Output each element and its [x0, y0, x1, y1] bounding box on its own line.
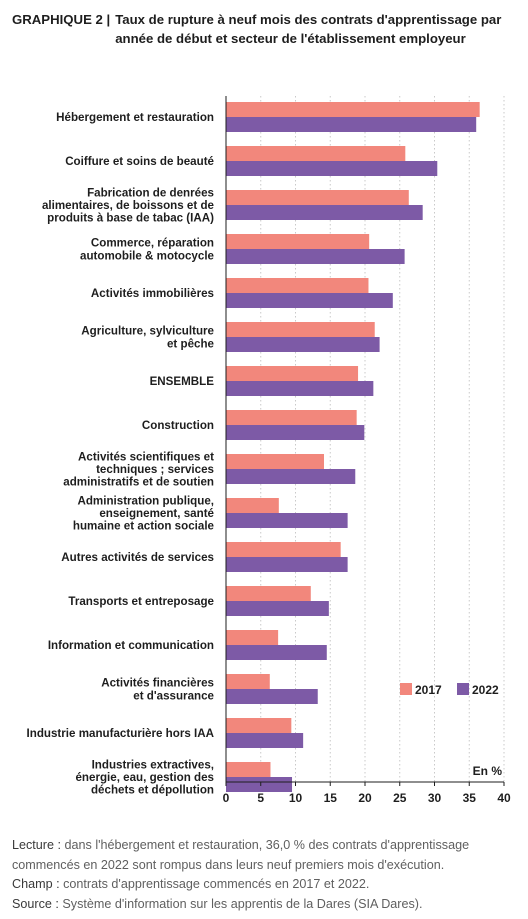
category-label-2: Fabrication de denrées alimentaires, de b… — [42, 186, 215, 224]
category-label-9: Administration publique, enseignement, sa… — [73, 494, 215, 532]
x-tick-label-5: 5 — [257, 791, 264, 805]
bar-2022-11 — [226, 601, 329, 616]
chart-notes: Lecture : dans l'hébergement et restaura… — [12, 836, 522, 914]
category-label-12: Information et communication — [48, 639, 214, 652]
legend-label-2017: 2017 — [415, 683, 442, 697]
lecture-note: Lecture : dans l'hébergement et restaura… — [12, 836, 522, 875]
bar-2022-10 — [226, 557, 348, 572]
bar-2022-0 — [226, 117, 477, 132]
bar-2022-2 — [226, 205, 423, 220]
x-tick-label-20: 20 — [358, 791, 372, 805]
figure-title: Taux de rupture à neuf mois des contrats… — [115, 12, 502, 46]
bar-chart: Hébergement et restauration Coiffure et s… — [27, 96, 511, 805]
x-tick-label-35: 35 — [463, 791, 477, 805]
bar-2022-12 — [226, 645, 327, 660]
bar-2022-1 — [226, 161, 438, 176]
category-label-0: Hébergement et restauration — [56, 111, 214, 124]
bar-2017-5 — [226, 322, 375, 337]
lecture-label: Lecture : — [12, 838, 62, 852]
x-tick-label-30: 30 — [428, 791, 442, 805]
bar-2017-12 — [226, 630, 279, 645]
category-labels: Hébergement et restauration Coiffure et s… — [27, 111, 215, 797]
chart-title: GRAPHIQUE 2 | Taux de rupture à neuf moi… — [12, 10, 517, 48]
chart-bars — [226, 102, 480, 792]
bar-2022-8 — [226, 469, 356, 484]
category-label-8: Activités scientifiques et techniques ; s… — [63, 450, 214, 488]
category-label-10: Autres activités de services — [61, 551, 214, 564]
bar-2017-14 — [226, 718, 292, 733]
champ-text: contrats d'apprentissage commencés en 20… — [63, 877, 370, 891]
category-label-14: Industrie manufacturière hors IAA — [27, 727, 215, 740]
bar-2017-3 — [226, 234, 370, 249]
bar-2022-6 — [226, 381, 374, 396]
category-label-5: Agriculture, sylviculture et pêche — [81, 325, 214, 351]
bar-2022-7 — [226, 425, 365, 440]
bar-2017-1 — [226, 146, 406, 161]
bar-2022-5 — [226, 337, 380, 352]
champ-note: Champ : contrats d'apprentissage commenc… — [12, 875, 522, 895]
category-label-1: Coiffure et soins de beauté — [65, 155, 214, 168]
bar-2022-13 — [226, 689, 318, 704]
bar-2017-4 — [226, 278, 369, 293]
category-label-11: Transports et entreposage — [68, 595, 214, 608]
category-label-13: Activités financières et d'assurance — [101, 677, 214, 703]
x-tick-label-25: 25 — [393, 791, 407, 805]
bar-2017-7 — [226, 410, 357, 425]
category-label-15: Industries extractives, énergie, eau, ges… — [75, 758, 214, 796]
bar-2017-0 — [226, 102, 480, 117]
bar-2017-10 — [226, 542, 341, 557]
category-label-7: Construction — [142, 419, 214, 432]
source-label: Source : — [12, 896, 59, 911]
category-label-6: ENSEMBLE — [150, 375, 215, 388]
bar-2022-14 — [226, 733, 304, 748]
source-note: Source : Système d'information sur les a… — [12, 895, 522, 915]
bar-2017-11 — [226, 586, 311, 601]
legend-swatch-2017 — [400, 683, 412, 695]
bar-2022-4 — [226, 293, 393, 308]
bar-2017-9 — [226, 498, 279, 513]
x-tick-label-10: 10 — [289, 791, 303, 805]
category-label-4: Activités immobilières — [91, 287, 214, 300]
x-tick-label-0: 0 — [223, 791, 230, 805]
bar-2017-6 — [226, 366, 359, 381]
lecture-text: dans l'hébergement et restauration, 36,0… — [12, 838, 470, 872]
bar-2022-3 — [226, 249, 405, 264]
bar-2017-13 — [226, 674, 270, 689]
bar-2022-9 — [226, 513, 348, 528]
bar-2017-15 — [226, 762, 271, 777]
bar-2022-15 — [226, 777, 293, 792]
champ-label: Champ : — [12, 877, 60, 891]
category-label-3: Commerce, réparation automobile & motocyc… — [80, 237, 215, 263]
bar-2017-2 — [226, 190, 409, 205]
legend-label-2022: 2022 — [472, 683, 499, 697]
bar-2017-8 — [226, 454, 324, 469]
x-tick-label-15: 15 — [324, 791, 338, 805]
legend-swatch-2022 — [457, 683, 469, 695]
x-tick-label-40: 40 — [497, 791, 511, 805]
x-axis: 0 5 10 15 20 25 30 35 40 — [223, 96, 511, 805]
figure-number: GRAPHIQUE 2 | — [12, 12, 111, 27]
unit-label: En % — [473, 764, 503, 778]
source-text: Système d'information sur les apprentis … — [62, 896, 423, 911]
chart-legend: 2017 2022 — [400, 683, 499, 697]
